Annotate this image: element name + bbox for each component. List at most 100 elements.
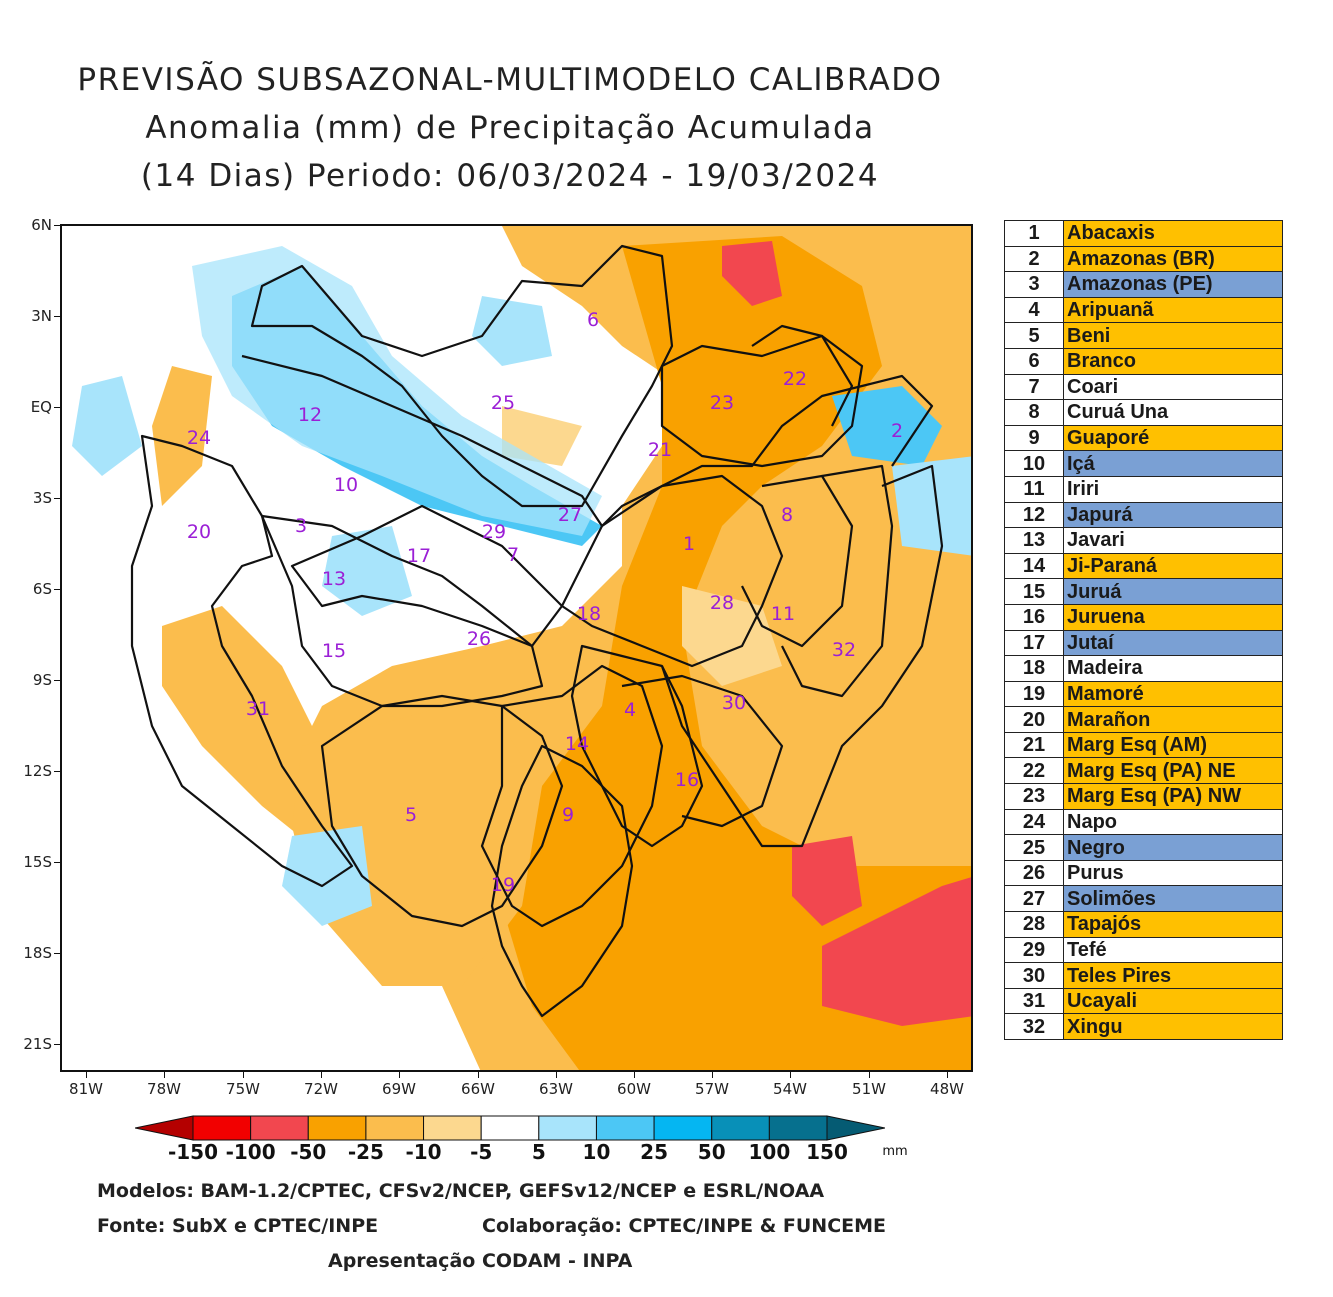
legend-basin-name: Juruena [1063,603,1283,631]
legend-row: 3 Amazonas (PE) [1004,271,1283,298]
legend-row: 9 Guaporé [1004,424,1283,452]
legend-number: 2 [1004,245,1064,273]
basin-label-14: 14 [564,733,590,755]
basin-label-25: 25 [490,392,516,414]
x-tick-63w: 63W [539,1080,573,1098]
field-wet-negro [472,296,552,366]
basin-label-17: 17 [406,545,432,567]
legend-row: 19 Mamoré [1004,680,1283,708]
field-wet-light-nw [192,246,602,536]
basin-label-19: 19 [490,874,516,896]
legend-basin-name: Xingu [1063,1013,1283,1040]
legend-number: 29 [1004,936,1064,964]
colorbar-unit: mm [882,1144,908,1159]
legend-basin-name: Teles Pires [1063,962,1283,989]
legend-row: 31 Ucayali [1004,987,1283,1015]
colorbar-segment [538,1115,597,1141]
footer-source: Fonte: SubX e CPTEC/INPE [97,1215,379,1237]
legend-row: 24 Napo [1004,808,1283,836]
legend-number: 23 [1004,783,1064,810]
field-wet-amazon-mouth [832,386,942,466]
field-wet-jutai [322,526,412,616]
legend-basin-name: Curuá Una [1063,399,1283,426]
basin-label-4: 4 [623,699,637,721]
title-line-1: PREVISÃO SUBSAZONAL-MULTIMODELO CALIBRAD… [77,62,943,98]
legend-row: 18 Madeira [1004,655,1283,682]
field-wet-sw [282,826,372,926]
legend-number: 6 [1004,347,1064,375]
basin-label-5: 5 [404,804,418,826]
basin-label-30: 30 [721,692,747,714]
basin-label-20: 20 [186,521,212,543]
legend-row: 8 Curuá Una [1004,399,1283,426]
legend-row: 17 Jutaí [1004,629,1283,657]
legend-basin-name: Amazonas (BR) [1063,245,1283,273]
legend-basin-name: Juruá [1063,578,1283,605]
legend-row: 26 Purus [1004,859,1283,887]
y-tick-21s: 21S [23,1035,52,1053]
legend-basin-name: Aripuanã [1063,296,1283,324]
basin-label-29: 29 [481,521,507,543]
colorbar-tick-label: -5 [470,1140,493,1164]
basin-outlines [130,244,944,1018]
legend-row: 10 Içá [1004,450,1283,477]
x-tick-57w: 57W [695,1080,729,1098]
legend-number: 20 [1004,706,1064,733]
legend-row: 15 Juruá [1004,578,1283,605]
field-very-dry-se [822,877,971,1026]
legend-number: 16 [1004,603,1064,631]
footer-models: Modelos: BAM-1.2/CPTEC, CFSv2/NCEP, GEFS… [97,1180,825,1202]
legend-basin-name: Ucayali [1063,987,1283,1015]
colorbar-segment [135,1115,194,1141]
legend-number: 32 [1004,1013,1064,1040]
legend-row: 22 Marg Esq (PA) NE [1004,757,1283,785]
legend-row: 2 Amazonas (BR) [1004,245,1283,273]
title-line-2: Anomalia (mm) de Precipitação Acumulada [145,110,875,146]
footer-presentation: Apresentação CODAM - INPA [328,1250,633,1272]
colorbar-tick-label: 150 [806,1140,848,1164]
colorbar-segment [192,1115,252,1141]
y-tick-6s: 6S [32,580,52,598]
basin-label-21: 21 [647,439,673,461]
basin-label-15: 15 [321,640,347,662]
legend-number: 25 [1004,834,1064,861]
legend-row: 11 Iriri [1004,475,1283,503]
legend-basin-name: Tapajós [1063,911,1283,938]
basin-label-26: 26 [466,628,492,650]
x-tick-66w: 66W [461,1080,495,1098]
map-canvas [72,226,971,1070]
legend-basin-name: Marg Esq (PA) NW [1063,783,1283,810]
colorbar-tick-label: 100 [748,1140,791,1164]
colorbar-segment [307,1115,367,1141]
y-tick-12s: 12S [23,762,52,780]
field-dry-napo [152,366,212,506]
colorbar-segment [250,1115,309,1141]
colorbar-segment [768,1115,828,1141]
y-tick-15s: 15S [23,853,52,871]
x-tick-69w: 69W [382,1080,416,1098]
precipitation-anomaly-map: 1 2 3 4 5 6 7 8 9 10 11 12 13 14 15 16 1… [60,224,973,1072]
legend-row: 7 Coari [1004,373,1283,401]
colorbar-tick-label: 25 [640,1140,668,1164]
legend-number: 17 [1004,629,1064,657]
title-line-3: (14 Dias) Periodo: 06/03/2024 - 19/03/20… [140,158,880,194]
legend-row: 5 Beni [1004,322,1283,349]
basin-label-6: 6 [586,309,600,331]
legend-row: 28 Tapajós [1004,911,1283,938]
legend-row: 21 Marg Esq (AM) [1004,731,1283,759]
colorbar-tick-label: 10 [582,1140,611,1164]
x-tick-60w: 60W [617,1080,651,1098]
legend-row: 1 Abacaxis [1004,220,1283,247]
legend-number: 4 [1004,296,1064,324]
basin-label-32: 32 [831,639,857,661]
legend-basin-name: Branco [1063,347,1283,375]
field-wet-east [892,456,971,556]
colorbar-tick-label: -50 [290,1140,327,1164]
x-tick-54w: 54W [773,1080,807,1098]
legend-basin-name: Japurá [1063,501,1283,529]
basin-label-9: 9 [561,804,575,826]
legend-row: 4 Aripuanã [1004,296,1283,324]
y-tick-9s: 9S [32,671,52,689]
colorbar-segment [480,1115,540,1141]
legend-row: 20 Marañon [1004,706,1283,733]
